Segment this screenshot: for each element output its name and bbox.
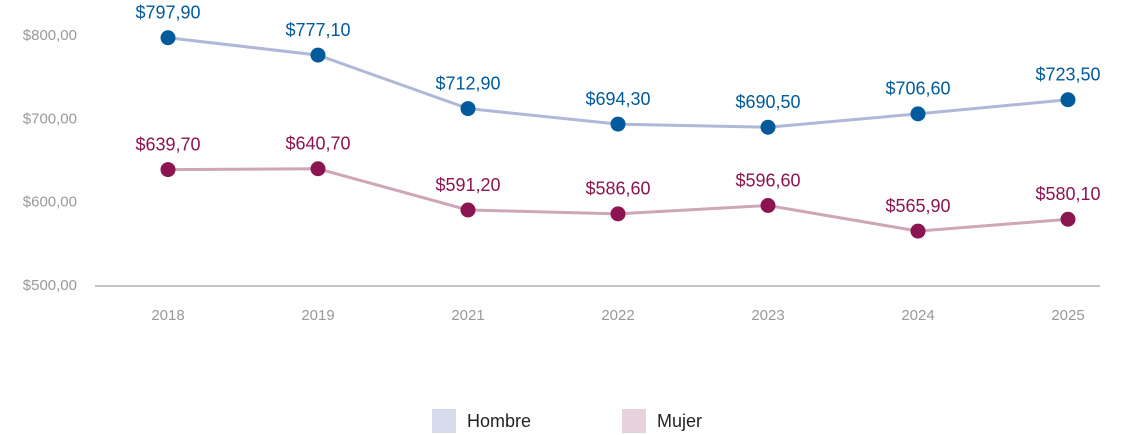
legend-label: Mujer bbox=[657, 411, 702, 431]
data-point bbox=[760, 198, 776, 213]
data-label: $690,50 bbox=[735, 92, 800, 112]
data-label: $712,90 bbox=[435, 73, 500, 93]
legend-swatch bbox=[432, 409, 456, 433]
x-tick-label: 2019 bbox=[301, 307, 334, 324]
data-point bbox=[460, 202, 476, 218]
data-point bbox=[610, 116, 626, 132]
data-point bbox=[310, 161, 326, 177]
y-tick-label: $600,00 bbox=[23, 194, 77, 211]
data-label: $797,90 bbox=[135, 3, 200, 23]
x-tick-label: 2018 bbox=[151, 307, 184, 324]
data-label: $596,60 bbox=[735, 170, 800, 190]
data-label: $777,10 bbox=[285, 20, 350, 40]
legend-label: Hombre bbox=[467, 411, 531, 431]
data-point bbox=[910, 106, 926, 122]
y-tick-label: $500,00 bbox=[23, 277, 77, 294]
data-point bbox=[1060, 211, 1076, 227]
data-label: $694,30 bbox=[585, 89, 650, 109]
x-tick-label: 2024 bbox=[901, 307, 934, 324]
data-point bbox=[160, 30, 176, 46]
data-label: $640,70 bbox=[285, 134, 350, 154]
y-tick-label: $700,00 bbox=[23, 110, 77, 127]
x-tick-label: 2021 bbox=[451, 307, 484, 324]
data-point bbox=[1060, 92, 1076, 108]
y-tick-label: $800,00 bbox=[23, 27, 77, 44]
data-point bbox=[760, 119, 776, 135]
data-label: $723,50 bbox=[1035, 65, 1100, 85]
data-label: $591,20 bbox=[435, 175, 500, 195]
data-label: $639,70 bbox=[135, 134, 200, 154]
data-label: $706,60 bbox=[885, 79, 950, 99]
legend-swatch bbox=[622, 409, 647, 433]
data-point bbox=[310, 47, 326, 63]
data-point bbox=[610, 206, 626, 222]
data-point bbox=[460, 101, 476, 117]
data-label: $580,10 bbox=[1035, 184, 1100, 204]
data-label: $565,90 bbox=[885, 196, 950, 216]
data-label: $586,60 bbox=[585, 179, 650, 199]
x-tick-label: 2022 bbox=[601, 307, 634, 324]
data-point bbox=[910, 223, 926, 239]
x-tick-label: 2023 bbox=[751, 307, 784, 324]
data-point bbox=[160, 162, 176, 178]
x-tick-label: 2025 bbox=[1051, 307, 1084, 324]
